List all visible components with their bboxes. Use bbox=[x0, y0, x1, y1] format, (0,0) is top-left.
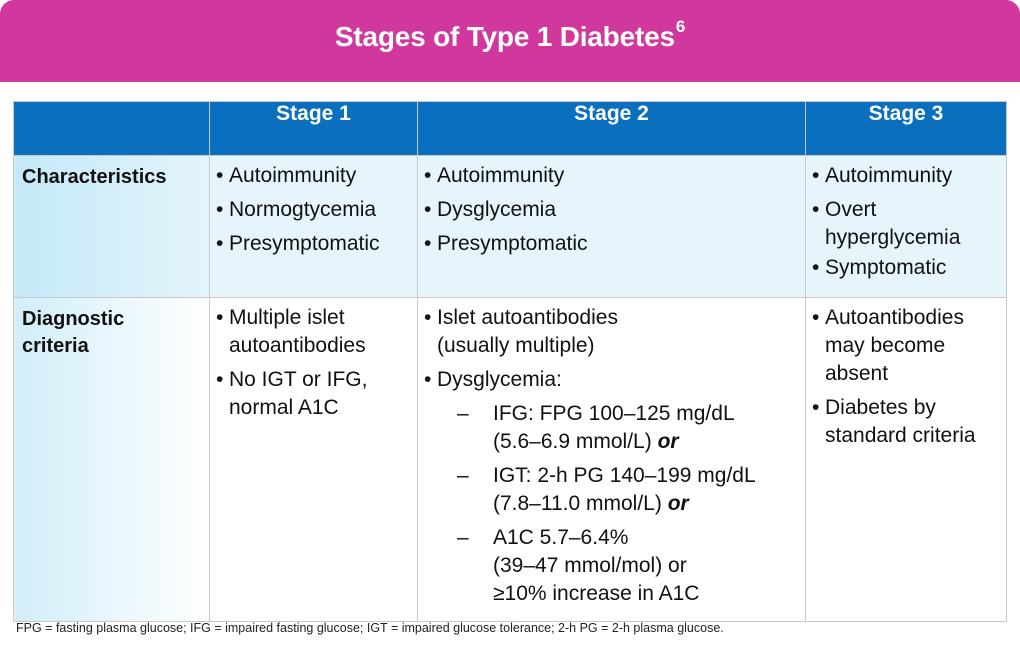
sub-list-item: IGT: 2-h PG 140–199 mg/dL (7.8–11.0 mmol… bbox=[457, 462, 801, 518]
title-banner: Stages of Type 1 Diabetes6 bbox=[0, 0, 1020, 82]
list-item: Dysglycemia: IFG: FPG 100–125 mg/dL (5.6… bbox=[424, 366, 801, 608]
list-item: Symptomatic bbox=[812, 254, 1002, 282]
text-line: (7.8–11.0 mmol/L) or bbox=[493, 490, 801, 518]
stages-table: Stage 1 Stage 2 Stage 3 Characteristics … bbox=[13, 101, 1007, 622]
text-line: ≥10% increase in A1C bbox=[493, 582, 700, 605]
diagnostic-criteria-row: Diagnostic criteria Multiple islet autoa… bbox=[13, 297, 1007, 622]
text-fragment: (5.6–6.9 mmol/L) bbox=[493, 430, 652, 453]
text-line: (39–47 mmol/mol) or bbox=[493, 554, 687, 577]
row-label-line: criteria bbox=[22, 335, 89, 357]
cell-stage2-characteristics: Autoimmunity Dysglycemia Presymptomatic bbox=[417, 155, 806, 298]
header-stage-1: Stage 1 bbox=[209, 101, 418, 156]
title-reference-superscript: 6 bbox=[675, 17, 686, 36]
text-line: Islet autoantibodies bbox=[437, 306, 618, 329]
page-title-text: Stages of Type 1 Diabetes bbox=[334, 21, 675, 52]
cell-stage1-diagnostic: Multiple islet autoantibodies No IGT or … bbox=[209, 297, 418, 622]
cell-stage3-diagnostic: Autoantibodies may become absent Diabete… bbox=[805, 297, 1007, 622]
list-item: Dysglycemia bbox=[424, 196, 801, 224]
text-line: Dysglycemia: bbox=[437, 368, 562, 391]
text-line: IFG: FPG 100–125 mg/dL bbox=[493, 402, 735, 425]
row-label-line: Diagnostic bbox=[22, 308, 125, 330]
list-item: Autoimmunity bbox=[216, 162, 413, 190]
text-line: (5.6–6.9 mmol/L) or bbox=[493, 428, 801, 456]
header-row: Stage 1 Stage 2 Stage 3 bbox=[13, 101, 1007, 156]
or-emphasis: or bbox=[667, 492, 689, 515]
text-line: (usually multiple) bbox=[437, 334, 595, 357]
sub-list: IFG: FPG 100–125 mg/dL (5.6–6.9 mmol/L) … bbox=[437, 400, 801, 608]
header-corner-cell bbox=[13, 101, 210, 156]
sub-list-item: A1C 5.7–6.4% (39–47 mmol/mol) or ≥10% in… bbox=[457, 524, 801, 608]
list-item: Islet autoantibodies (usually multiple) bbox=[424, 304, 801, 360]
list-item: Diabetes by standard criteria bbox=[812, 394, 1002, 450]
header-stage-3: Stage 3 bbox=[805, 101, 1007, 156]
list-item: Autoimmunity bbox=[424, 162, 801, 190]
or-emphasis: or bbox=[657, 430, 679, 453]
list-item: Autoimmunity bbox=[812, 162, 1002, 190]
list-item: Autoantibodies may become absent bbox=[812, 304, 1002, 388]
characteristics-row: Characteristics Autoimmunity Normogtycem… bbox=[13, 155, 1007, 298]
list-item: No IGT or IFG, normal A1C bbox=[216, 366, 413, 422]
text-fragment: (7.8–11.0 mmol/L) bbox=[493, 492, 662, 515]
list-item: Presymptomatic bbox=[424, 230, 801, 258]
list-item: Overt hyperglycemia bbox=[812, 196, 1002, 252]
text-line: A1C 5.7–6.4% bbox=[493, 526, 629, 549]
header-stage-2: Stage 2 bbox=[417, 101, 806, 156]
row-label-characteristics: Characteristics bbox=[13, 155, 210, 298]
sub-list-item: IFG: FPG 100–125 mg/dL (5.6–6.9 mmol/L) … bbox=[457, 400, 801, 456]
list-item: Normogtycemia bbox=[216, 196, 413, 224]
cell-stage2-diagnostic: Islet autoantibodies (usually multiple) … bbox=[417, 297, 806, 622]
list-item: Multiple islet autoantibodies bbox=[216, 304, 413, 360]
footnote: FPG = fasting plasma glucose; IFG = impa… bbox=[16, 621, 724, 635]
row-label-diagnostic-criteria: Diagnostic criteria bbox=[13, 297, 210, 622]
cell-stage3-characteristics: Autoimmunity Overt hyperglycemia Symptom… bbox=[805, 155, 1007, 298]
cell-stage1-characteristics: Autoimmunity Normogtycemia Presymptomati… bbox=[209, 155, 418, 298]
list-item: Presymptomatic bbox=[216, 230, 413, 258]
text-line: IGT: 2-h PG 140–199 mg/dL bbox=[493, 464, 756, 487]
page-title: Stages of Type 1 Diabetes6 bbox=[334, 17, 685, 53]
